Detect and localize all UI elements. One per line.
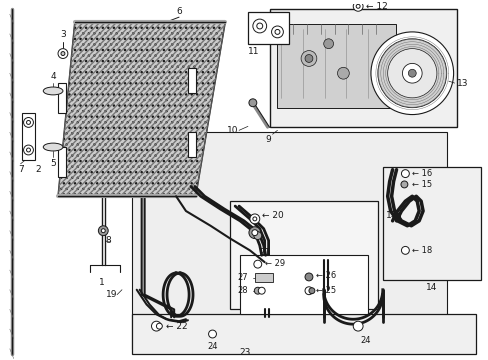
Circle shape <box>256 23 262 29</box>
Circle shape <box>23 145 33 155</box>
Circle shape <box>101 229 105 233</box>
Circle shape <box>401 170 408 177</box>
Circle shape <box>274 30 279 34</box>
Circle shape <box>248 227 260 239</box>
Bar <box>230 201 377 309</box>
Text: 5: 5 <box>50 159 56 168</box>
Text: 17: 17 <box>385 211 396 220</box>
Circle shape <box>58 49 68 58</box>
Circle shape <box>258 287 264 294</box>
Circle shape <box>323 39 333 49</box>
Text: 7: 7 <box>18 165 23 174</box>
Bar <box>269 9 456 127</box>
Bar <box>21 113 35 160</box>
Bar <box>254 273 272 282</box>
Bar <box>187 68 195 93</box>
Text: ← 22: ← 22 <box>166 321 187 330</box>
Circle shape <box>400 181 407 188</box>
Circle shape <box>352 1 362 11</box>
Bar <box>382 167 480 280</box>
Text: 14: 14 <box>426 283 437 292</box>
Circle shape <box>252 19 266 33</box>
Text: ← 16: ← 16 <box>411 169 432 178</box>
Text: 11: 11 <box>247 47 259 56</box>
Text: 23: 23 <box>239 348 250 357</box>
Text: ← 15: ← 15 <box>411 180 431 189</box>
Circle shape <box>98 226 108 235</box>
Text: 1: 1 <box>99 278 105 287</box>
Text: ← 25: ← 25 <box>315 286 335 295</box>
Bar <box>277 24 395 108</box>
Circle shape <box>305 54 312 62</box>
Bar <box>58 83 66 113</box>
Ellipse shape <box>43 143 63 151</box>
Circle shape <box>23 117 33 127</box>
Circle shape <box>208 330 216 338</box>
Bar <box>132 314 475 354</box>
Circle shape <box>407 69 415 77</box>
Bar <box>187 132 195 157</box>
Circle shape <box>355 4 359 8</box>
Circle shape <box>370 32 453 114</box>
Bar <box>58 147 66 176</box>
Bar <box>132 132 446 349</box>
Text: 9: 9 <box>265 135 271 144</box>
Circle shape <box>305 273 312 281</box>
Text: ← 29: ← 29 <box>264 258 284 267</box>
Circle shape <box>248 99 256 107</box>
Circle shape <box>377 39 446 108</box>
Circle shape <box>271 26 283 38</box>
Text: 27: 27 <box>237 273 247 282</box>
Text: ← 18: ← 18 <box>411 246 432 255</box>
Text: 8: 8 <box>105 236 111 245</box>
Text: 3: 3 <box>60 30 66 39</box>
Circle shape <box>253 260 261 268</box>
Circle shape <box>26 121 30 125</box>
Text: 21: 21 <box>259 248 270 257</box>
Text: ← 12: ← 12 <box>366 2 387 11</box>
Text: ← 26: ← 26 <box>315 271 335 280</box>
Bar <box>240 255 367 314</box>
Text: 24: 24 <box>207 342 217 351</box>
Text: 10: 10 <box>226 126 238 135</box>
Circle shape <box>301 51 316 66</box>
Circle shape <box>305 287 312 294</box>
Text: 4: 4 <box>50 72 56 81</box>
Text: ← 20: ← 20 <box>261 211 283 220</box>
Circle shape <box>249 214 259 224</box>
Text: 24: 24 <box>359 336 370 345</box>
Circle shape <box>253 232 261 239</box>
Circle shape <box>254 287 261 294</box>
Circle shape <box>387 49 436 98</box>
Circle shape <box>402 63 421 83</box>
Circle shape <box>352 321 362 331</box>
Ellipse shape <box>43 87 63 95</box>
Text: 6: 6 <box>176 7 182 16</box>
Text: 2: 2 <box>35 165 41 174</box>
Circle shape <box>26 148 30 152</box>
Text: 13: 13 <box>456 78 467 87</box>
Bar <box>247 12 289 44</box>
Circle shape <box>252 217 256 221</box>
Circle shape <box>156 323 162 329</box>
Text: 19: 19 <box>105 290 117 299</box>
Circle shape <box>61 51 65 55</box>
Polygon shape <box>58 22 225 196</box>
Circle shape <box>337 67 348 79</box>
Text: 28: 28 <box>237 286 247 295</box>
Circle shape <box>151 321 161 331</box>
Circle shape <box>401 247 408 254</box>
Circle shape <box>251 230 257 235</box>
Circle shape <box>308 288 314 294</box>
